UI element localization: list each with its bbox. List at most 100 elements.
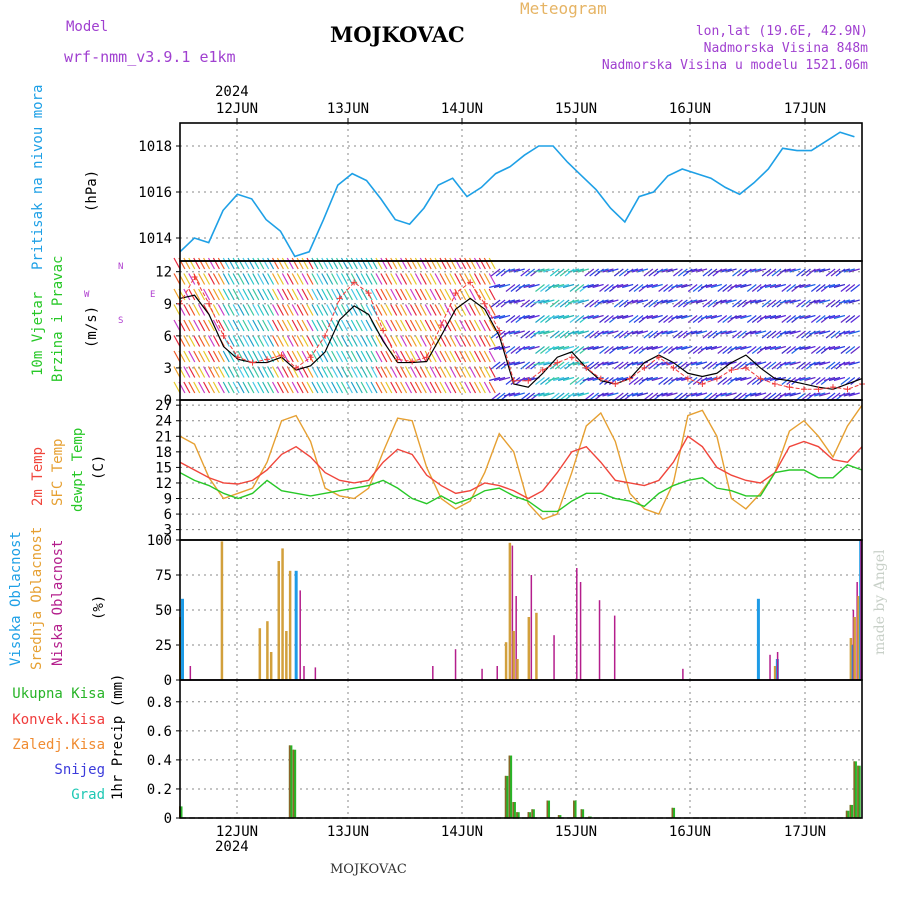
cloud-bar-mid <box>281 548 284 680</box>
wind-barb <box>702 268 713 277</box>
wind-barb <box>707 268 718 277</box>
wind-barb <box>764 345 777 351</box>
wind-barb <box>750 299 762 304</box>
wind-barb <box>454 350 462 363</box>
wind-barb <box>804 345 816 351</box>
wind-barb <box>232 335 240 347</box>
wind-barb <box>217 304 225 316</box>
wind-barb <box>478 257 486 270</box>
wind-barb <box>727 377 737 385</box>
wind-barb <box>232 304 240 316</box>
wind-barb <box>554 330 565 339</box>
wind-barb <box>656 299 668 304</box>
wind-barb <box>459 288 467 301</box>
wind-barb <box>336 304 344 316</box>
wind-barb <box>617 314 629 320</box>
wind-barb <box>380 366 388 378</box>
wind-barb <box>636 299 649 304</box>
wind-barb <box>751 315 762 323</box>
wind-barb <box>686 330 698 335</box>
wind-barb <box>725 392 737 397</box>
wind-barb <box>400 304 408 316</box>
wind-barb <box>237 335 245 347</box>
wind-barb <box>404 304 413 316</box>
wind-barb <box>554 268 565 277</box>
wind-barb <box>316 257 324 270</box>
wind-barb <box>520 330 531 339</box>
wind-barb <box>286 257 294 270</box>
wind-barb <box>449 335 457 347</box>
wind-barb <box>759 283 772 289</box>
precip-bar-total <box>527 812 532 818</box>
wind-barb <box>648 361 659 370</box>
wind-barb <box>424 288 432 301</box>
wind-barb <box>830 361 841 370</box>
wind-barb <box>554 361 565 370</box>
wind-barb <box>656 330 668 335</box>
wind-barb <box>764 283 777 289</box>
wind-barb <box>671 314 683 320</box>
wind-barb <box>838 299 851 304</box>
wind-barb <box>666 299 678 304</box>
wind-barb <box>643 392 654 401</box>
wind-barb <box>690 361 703 366</box>
wind-barb <box>525 392 536 401</box>
wind-barb <box>355 257 363 270</box>
wind-barb <box>212 319 220 332</box>
wind-barb <box>579 315 590 323</box>
wind-barb <box>296 257 304 270</box>
wind-barb <box>252 273 260 285</box>
wind-barb <box>276 366 284 378</box>
wind-barb <box>222 257 230 270</box>
wind-barb <box>737 330 747 339</box>
wind-barb <box>488 381 496 394</box>
wind-barb <box>613 330 624 339</box>
wind-barb <box>355 273 363 285</box>
wind-barb <box>751 284 762 292</box>
wind-barb <box>663 315 673 323</box>
wind-barb <box>242 366 250 378</box>
wind-barb <box>291 304 299 316</box>
precip-bar-total <box>573 800 577 818</box>
cloud-bar-mid <box>516 659 519 680</box>
wind-barb <box>794 345 806 351</box>
wind-barb <box>830 392 841 401</box>
wind-barb <box>217 366 225 378</box>
precip-bar-shade <box>580 809 583 818</box>
wind-barb <box>217 350 225 363</box>
wind-barb <box>365 319 373 332</box>
wind-barb <box>628 284 639 292</box>
wind-barb <box>217 381 225 394</box>
wind-barb <box>626 361 639 366</box>
y-tick-label: 25 <box>155 638 172 654</box>
wind-barb <box>469 304 477 316</box>
wind-barb <box>424 304 432 316</box>
wind-barb <box>375 366 383 378</box>
wind-barb <box>626 330 639 335</box>
wind-barb <box>281 257 289 270</box>
wind-barb <box>281 319 289 332</box>
wind-barb <box>242 304 250 316</box>
wind-barb <box>350 319 358 332</box>
wind-barb <box>771 268 782 277</box>
wind-barb <box>621 314 634 320</box>
wind-barb <box>513 299 525 304</box>
wind-barb <box>740 314 752 320</box>
wind-barb <box>582 376 594 382</box>
wind-barb <box>594 268 604 277</box>
wind-barb <box>553 283 565 289</box>
wind-barb <box>400 288 408 301</box>
wind-barb <box>331 319 339 332</box>
wind-barb <box>262 381 270 394</box>
wind-barb <box>252 335 260 347</box>
wind-barb <box>434 304 442 316</box>
wind-barb <box>809 392 821 397</box>
precip-bar-shade <box>516 812 518 818</box>
wind-barb <box>604 284 614 292</box>
wind-barb <box>648 392 659 401</box>
wind-barb <box>414 304 422 316</box>
wind-barb <box>188 335 196 347</box>
wind-barb <box>355 350 363 363</box>
precip-legend-snow: Snijeg <box>54 762 105 778</box>
wind-barb <box>385 366 393 378</box>
